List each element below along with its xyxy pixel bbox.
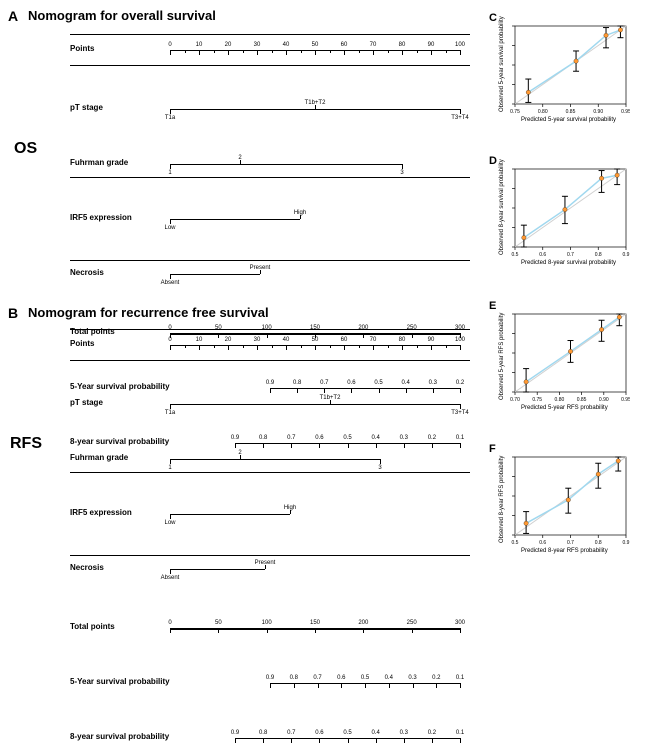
nomogram-rfs: Points0102030405060708090100pT stageT1aT…: [70, 325, 470, 561]
svg-text:0.85: 0.85: [577, 397, 587, 403]
panel-b-title: Nomogram for recurrence free survival: [28, 305, 269, 320]
calib-f: F Observed 8-year RFS probabilityPredict…: [495, 453, 640, 573]
svg-text:0.7: 0.7: [567, 540, 574, 546]
svg-text:0.8: 0.8: [595, 252, 602, 258]
svg-text:0.75: 0.75: [510, 109, 520, 115]
panel-f-label: F: [489, 443, 496, 455]
svg-text:0.75: 0.75: [532, 397, 542, 403]
panel-d-label: D: [489, 155, 497, 167]
svg-text:0.6: 0.6: [539, 252, 546, 258]
svg-text:0.95: 0.95: [621, 109, 630, 115]
panel-a-title: Nomogram for overall survival: [28, 8, 216, 23]
calib-d: D Observed 8-year survival probabilityPr…: [495, 165, 640, 285]
svg-text:0.5: 0.5: [512, 252, 519, 258]
panel-e-label: E: [489, 300, 496, 312]
svg-text:0.7: 0.7: [567, 252, 574, 258]
calib-e: E Observed 5-year RFS probabilityPredict…: [495, 310, 640, 430]
svg-text:0.90: 0.90: [593, 109, 603, 115]
nomogram-os: Points0102030405060708090100pT stageT1aT…: [70, 30, 470, 266]
calib-c: C Observed 5-year survival probabilityPr…: [495, 22, 640, 142]
svg-text:0.6: 0.6: [539, 540, 546, 546]
svg-text:0.8: 0.8: [595, 540, 602, 546]
os-label: OS: [14, 140, 37, 158]
panel-a-label: A: [8, 8, 18, 24]
svg-text:0.9: 0.9: [623, 540, 630, 546]
svg-text:0.90: 0.90: [599, 397, 609, 403]
svg-text:0.5: 0.5: [512, 540, 519, 546]
svg-text:0.95: 0.95: [621, 397, 630, 403]
panel-c-label: C: [489, 12, 497, 24]
panel-b-label: B: [8, 305, 18, 321]
svg-text:0.70: 0.70: [510, 397, 520, 403]
svg-text:0.85: 0.85: [566, 109, 576, 115]
rfs-label: RFS: [10, 435, 42, 453]
svg-text:0.80: 0.80: [555, 397, 565, 403]
svg-text:0.9: 0.9: [623, 252, 630, 258]
svg-text:0.80: 0.80: [538, 109, 548, 115]
